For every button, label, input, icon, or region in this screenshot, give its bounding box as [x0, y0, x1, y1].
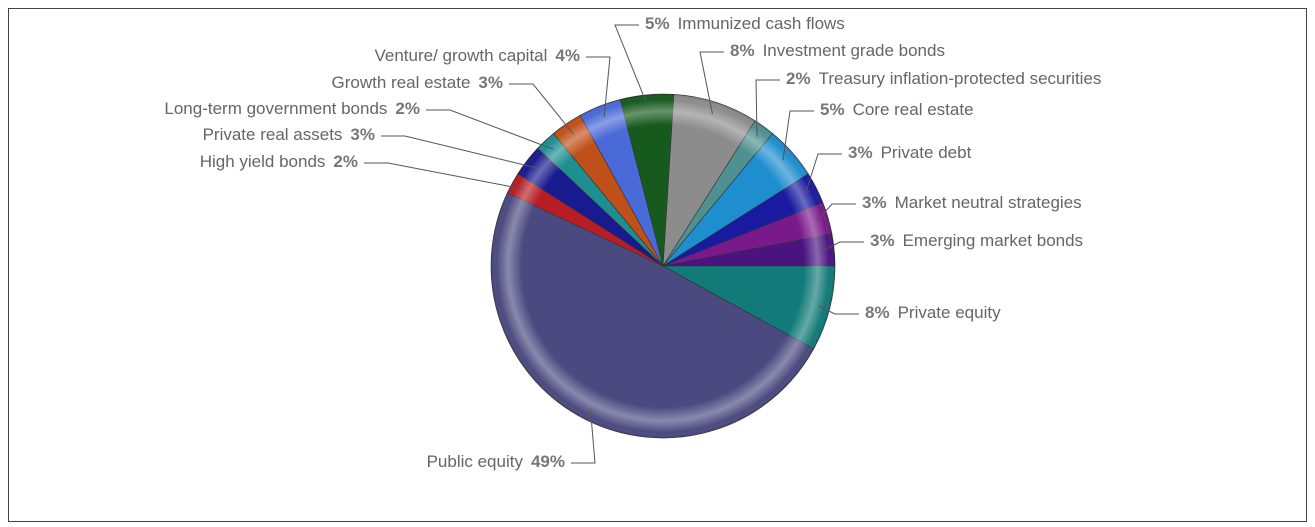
slice-name: Investment grade bonds — [763, 41, 945, 60]
slice-label: 2% Treasury inflation-protected securitie… — [786, 69, 1101, 88]
leader-line — [817, 305, 859, 315]
leader-line — [426, 109, 554, 150]
leader-line — [805, 153, 842, 194]
slice-percent: 5% — [645, 14, 670, 33]
leader-line — [614, 24, 649, 107]
slice-label: 8% Investment grade bonds — [730, 41, 945, 60]
slice-name: Private debt — [881, 143, 972, 162]
slice-label: 5% Immunized cash flows — [645, 14, 845, 33]
slice-name: Treasury inflation-protected securities — [819, 69, 1102, 88]
slice-label: High yield bonds 2% — [200, 152, 358, 171]
slice-label: 8% Private equity — [865, 303, 1001, 322]
slice-name: Emerging market bonds — [903, 231, 1083, 250]
slice-label: Public equity 49% — [427, 452, 565, 471]
leader-line — [381, 135, 537, 169]
slice-label: Long-term government bonds 2% — [164, 99, 420, 118]
slice-percent: 3% — [848, 143, 873, 162]
slice-label: 3% Emerging market bonds — [870, 231, 1083, 250]
leader-line — [755, 79, 780, 137]
leader-line — [571, 408, 596, 464]
leader-line — [822, 241, 864, 252]
leader-line — [364, 162, 523, 190]
slice-label: Venture/ growth capital 4% — [374, 46, 580, 65]
slice-label: Private real assets 3% — [203, 125, 375, 144]
slice-percent: 2% — [786, 69, 811, 88]
leader-line — [816, 203, 856, 222]
slice-percent: 5% — [820, 100, 845, 119]
slice-percent: 3% — [478, 73, 503, 92]
slice-name: Long-term government bonds — [164, 99, 387, 118]
slice-percent: 3% — [862, 193, 887, 212]
pie-rim-shading — [491, 94, 835, 438]
slice-percent: 3% — [870, 231, 895, 250]
slice-percent: 2% — [395, 99, 420, 118]
slice-name: Immunized cash flows — [678, 14, 845, 33]
slice-label: 5% Core real estate — [820, 100, 974, 119]
leader-line — [586, 56, 611, 118]
slice-percent: 8% — [730, 41, 755, 60]
slice-percent: 2% — [333, 152, 358, 171]
slice-label: 3% Market neutral strategies — [862, 193, 1082, 212]
slice-percent: 4% — [555, 46, 580, 65]
slice-percent: 3% — [350, 125, 375, 144]
slice-name: Public equity — [427, 452, 524, 471]
slice-name: Private equity — [898, 303, 1001, 322]
slice-name: Private real assets — [203, 125, 343, 144]
slice-label: 3% Private debt — [848, 143, 972, 162]
slice-label: Growth real estate 3% — [332, 73, 503, 92]
slice-name: Market neutral strategies — [895, 193, 1082, 212]
slice-name: Venture/ growth capital — [374, 46, 547, 65]
slice-name: Growth real estate — [332, 73, 471, 92]
slice-name: High yield bonds — [200, 152, 326, 171]
leader-line — [509, 83, 574, 135]
slice-percent: 49% — [531, 452, 565, 471]
leader-line — [699, 51, 724, 114]
slice-percent: 8% — [865, 303, 890, 322]
slice-name: Core real estate — [853, 100, 974, 119]
leader-line — [782, 110, 814, 161]
